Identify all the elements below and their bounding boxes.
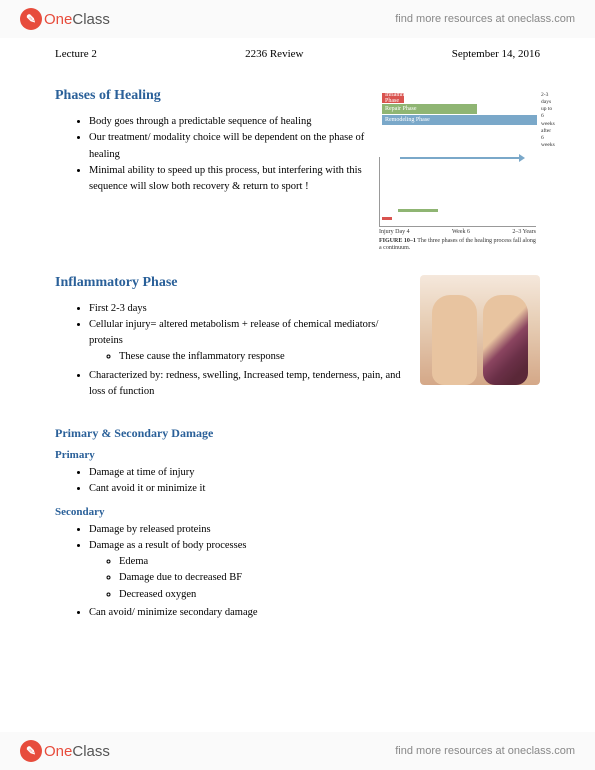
list-item: Damage by released proteins [89,522,540,538]
phase-bar: Repair Phase [382,104,477,114]
heading-damage: Primary & Secondary Damage [55,426,540,441]
figure-swollen-ankle [420,275,540,385]
list-item: Decreased oxygen [119,587,540,603]
list-item: Damage due to decreased BF [119,570,540,586]
course-code: 2236 Review [245,48,303,60]
resource-link-bottom[interactable]: find more resources at oneclass.com [395,745,575,757]
phase-bar: Remodeling Phase [382,115,537,125]
list-item: Characterized by: redness, swelling, Inc… [89,368,410,401]
resource-link-top[interactable]: find more resources at oneclass.com [395,13,575,25]
list-text: Cellular injury= altered metabolism + re… [89,319,378,346]
phase-bar: Inflammatory Phase [382,93,404,103]
list-item: Our treatment/ modality choice will be d… [89,130,365,163]
figure-healing-phases: Inflammatory PhaseRepair PhaseRemodeling… [375,88,540,257]
watermark-header: ✎ OneClass find more resources at onecla… [0,0,595,38]
figure-caption: FIGURE 10–1 The three phases of the heal… [379,238,536,252]
logo-icon: ✎ [20,740,42,762]
primary-list: Damage at time of injury Cant avoid it o… [55,465,540,498]
brand-logo: ✎ OneClass [20,8,110,30]
brand-prefix: One [44,743,72,760]
list-item: Damage at time of injury [89,465,540,481]
foot-injured [483,295,528,385]
watermark-footer: ✎ OneClass find more resources at onecla… [0,732,595,770]
heading-inflammatory: Inflammatory Phase [55,275,410,291]
lecture-date: September 14, 2016 [452,48,540,60]
list-item: Edema [119,554,540,570]
heading-secondary: Secondary [55,506,540,518]
brand-logo-footer: ✎ OneClass [20,740,110,762]
list-item: Cellular injury= altered metabolism + re… [89,317,410,366]
phases-list: Body goes through a predictable sequence… [55,114,365,195]
logo-icon: ✎ [20,8,42,30]
brand-text: OneClass [44,11,110,28]
inflammatory-list: First 2-3 days Cellular injury= altered … [55,301,410,401]
brand-text: OneClass [44,743,110,760]
brand-suffix: Class [72,11,110,28]
list-item: These cause the inflammatory response [119,349,410,365]
list-item: Damage as a result of body processes Ede… [89,538,540,603]
brand-suffix: Class [72,743,110,760]
lecture-header: Lecture 2 2236 Review September 14, 2016 [55,48,540,60]
caption-label: FIGURE 10–1 [379,238,416,244]
timeline-chart [379,157,536,227]
list-item: Cant avoid it or minimize it [89,481,540,497]
list-item: Body goes through a predictable sequence… [89,114,365,130]
page-content: Lecture 2 2236 Review September 14, 2016… [0,38,595,639]
lecture-number: Lecture 2 [55,48,97,60]
heading-primary: Primary [55,449,540,461]
brand-prefix: One [44,11,72,28]
list-item: Minimal ability to speed up this process… [89,163,365,196]
list-item: First 2-3 days [89,301,410,317]
secondary-list: Damage by released proteins Damage as a … [55,522,540,622]
list-item: Can avoid/ minimize secondary damage [89,605,540,621]
heading-phases: Phases of Healing [55,88,365,104]
foot-normal [432,295,477,385]
list-text: Damage as a result of body processes [89,540,246,551]
